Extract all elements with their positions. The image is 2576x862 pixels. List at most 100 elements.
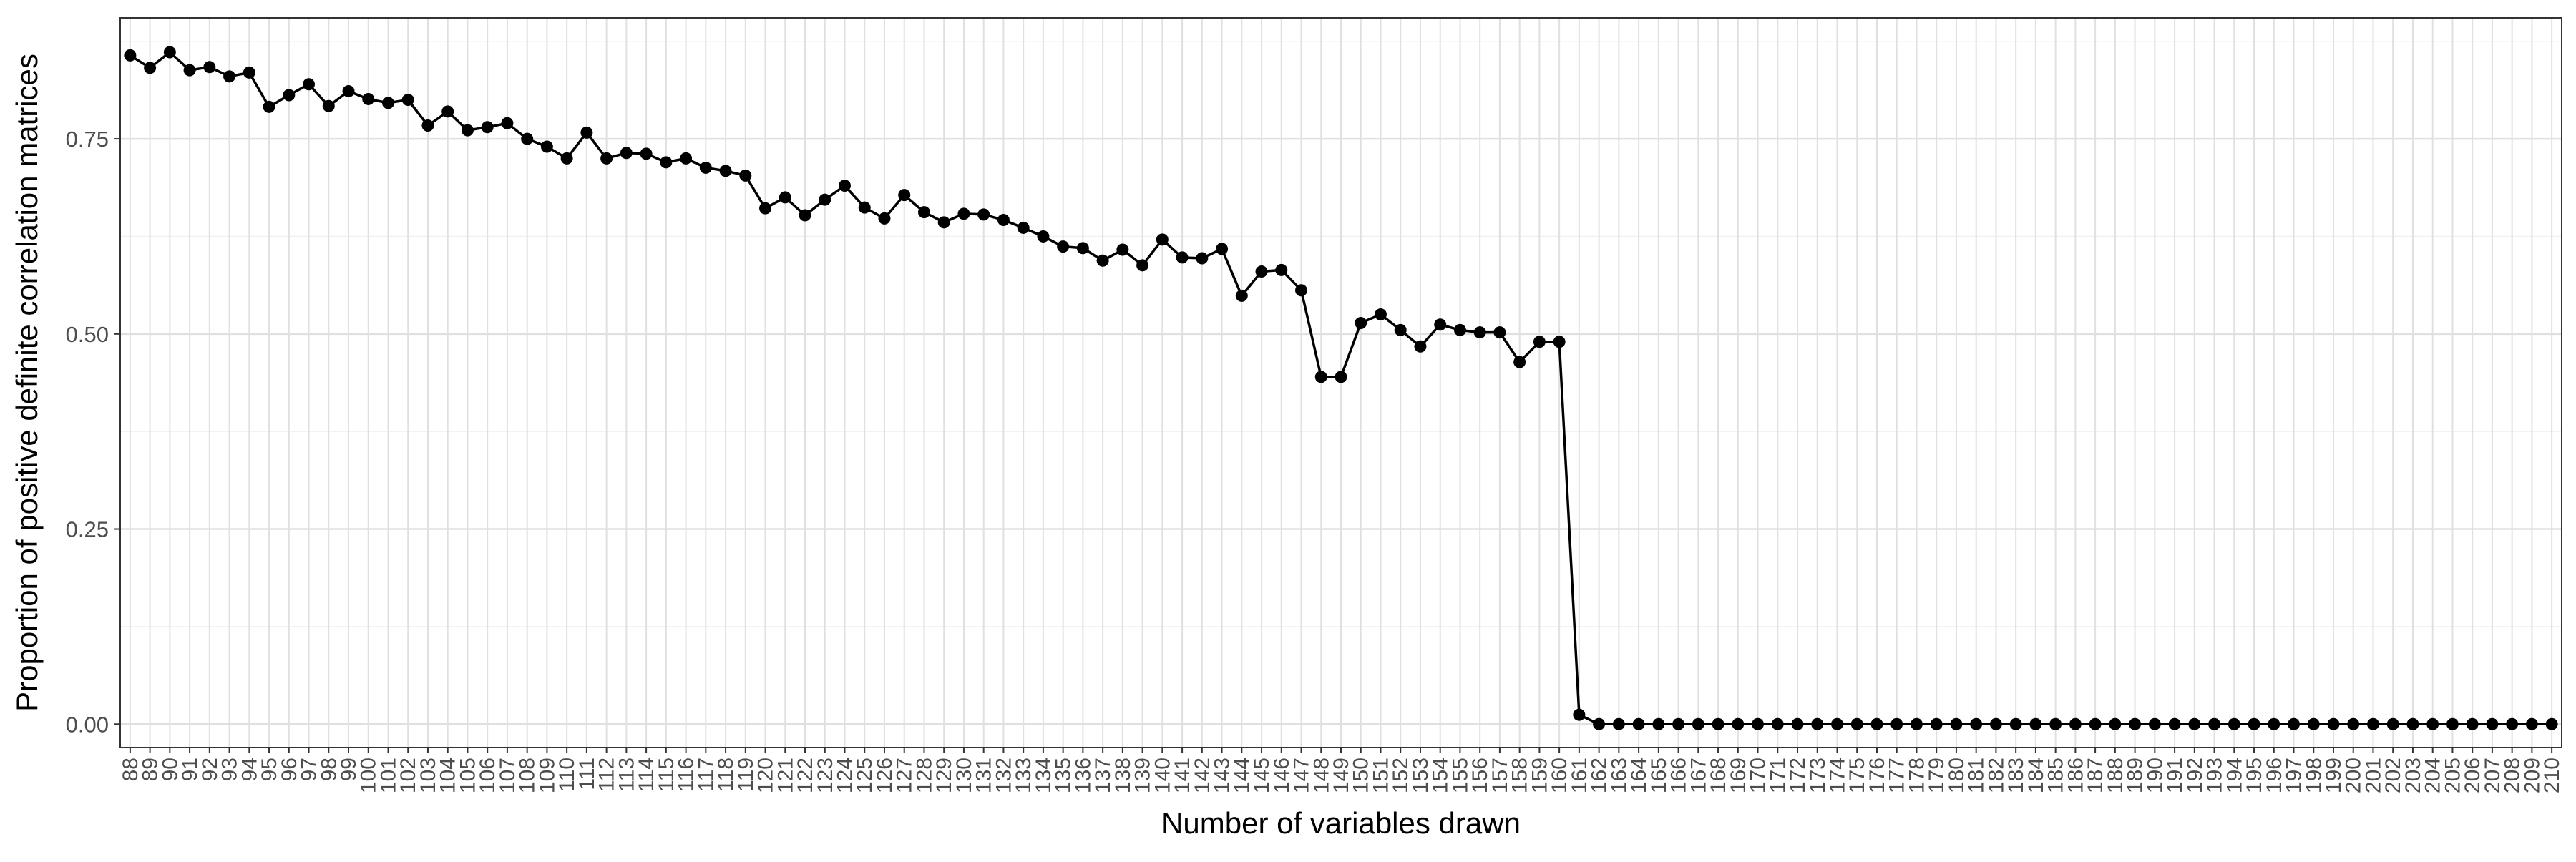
data-point (243, 66, 255, 79)
x-tick-label: 95 (258, 758, 281, 781)
x-tick-label: 202 (2381, 758, 2405, 793)
data-point (1811, 717, 1824, 730)
x-tick-label: 120 (754, 758, 778, 793)
x-tick-label: 100 (357, 758, 381, 793)
data-point (1295, 284, 1308, 297)
data-point (739, 169, 752, 182)
x-tick-label: 140 (1151, 758, 1174, 793)
y-tick-label: 0.75 (66, 127, 109, 152)
x-tick-label: 127 (893, 758, 917, 793)
data-point (223, 70, 236, 83)
x-tick-label: 152 (1389, 758, 1413, 793)
data-point (2248, 717, 2260, 730)
data-point (1970, 717, 1983, 730)
data-point (183, 64, 196, 77)
data-point (2069, 717, 2082, 730)
data-point (1652, 717, 1665, 730)
x-tick-label: 131 (972, 758, 996, 793)
x-tick-label: 98 (317, 758, 341, 781)
data-point (481, 121, 494, 134)
data-point (878, 212, 891, 225)
data-point (1355, 317, 1367, 330)
x-tick-label: 92 (198, 758, 222, 781)
x-tick-label: 149 (1330, 758, 1353, 793)
data-point (1632, 717, 1645, 730)
data-point (1017, 221, 1030, 234)
x-tick-label: 159 (1528, 758, 1551, 793)
x-tick-label: 89 (139, 758, 162, 781)
x-tick-label: 102 (396, 758, 420, 793)
data-point (2327, 717, 2340, 730)
x-tick-label: 111 (575, 758, 599, 790)
data-point (342, 85, 355, 98)
data-point (1136, 259, 1149, 272)
x-tick-label: 106 (476, 758, 499, 793)
x-tick-label: 99 (337, 758, 361, 781)
data-point (1434, 318, 1447, 331)
x-tick-label: 192 (2183, 758, 2207, 793)
y-tick-label: 0.00 (66, 712, 109, 737)
x-tick-label: 193 (2203, 758, 2227, 793)
data-point (1612, 717, 1625, 730)
x-tick-label: 183 (2004, 758, 2028, 793)
data-point (1275, 263, 1288, 276)
x-tick-label: 157 (1488, 758, 1512, 793)
x-tick-label: 197 (2283, 758, 2306, 793)
x-tick-label: 90 (158, 758, 182, 781)
data-point (381, 97, 394, 109)
data-point (2307, 717, 2320, 730)
x-tick-label: 174 (1825, 758, 1849, 793)
data-point (2129, 717, 2142, 730)
data-point (2406, 717, 2419, 730)
data-point (2208, 717, 2221, 730)
x-tick-label: 200 (2342, 758, 2366, 793)
x-tick-label: 118 (714, 758, 738, 792)
data-point (144, 62, 157, 74)
data-point (1533, 336, 1546, 348)
data-point (560, 152, 573, 165)
data-point (2168, 717, 2181, 730)
data-point (839, 180, 852, 192)
data-point (1593, 717, 1606, 730)
data-point (1156, 233, 1169, 246)
x-tick-label: 210 (2540, 758, 2564, 793)
x-tick-label: 167 (1687, 758, 1710, 793)
x-tick-label: 194 (2223, 758, 2246, 793)
data-point (1732, 717, 1745, 730)
x-tick-label: 208 (2501, 758, 2524, 793)
data-point (1394, 323, 1407, 336)
x-tick-label: 134 (1032, 758, 1055, 793)
data-point (1096, 254, 1109, 267)
data-point (917, 206, 930, 219)
x-tick-label: 154 (1429, 758, 1453, 793)
x-tick-label: 201 (2361, 758, 2385, 793)
data-point (1830, 717, 1843, 730)
data-point (1692, 717, 1704, 730)
data-point (2228, 717, 2240, 730)
data-point (521, 132, 534, 145)
x-tick-label: 182 (1984, 758, 2008, 793)
x-tick-label: 170 (1747, 758, 1770, 793)
x-tick-label: 94 (238, 758, 261, 781)
data-point (759, 202, 772, 215)
data-point (2366, 717, 2379, 730)
data-point (2545, 717, 2558, 730)
data-point (1453, 323, 1466, 336)
x-tick-label: 88 (119, 758, 142, 781)
x-tick-label: 101 (376, 758, 400, 793)
data-point (2506, 717, 2519, 730)
x-tick-label: 97 (298, 758, 321, 781)
x-tick-label: 163 (1607, 758, 1631, 793)
x-tick-label: 178 (1905, 758, 1928, 793)
data-point (203, 61, 216, 74)
x-tick-label: 147 (1290, 758, 1314, 793)
x-tick-label: 166 (1667, 758, 1691, 793)
x-tick-label: 93 (218, 758, 242, 781)
x-tick-label: 191 (2163, 758, 2187, 793)
data-point (461, 124, 474, 137)
x-tick-label: 112 (595, 758, 619, 792)
y-axis-title: Proportion of positive definite correlat… (10, 54, 44, 712)
x-tick-label: 151 (1369, 758, 1392, 793)
data-point (1473, 326, 1486, 339)
x-tick-label: 122 (794, 758, 817, 793)
